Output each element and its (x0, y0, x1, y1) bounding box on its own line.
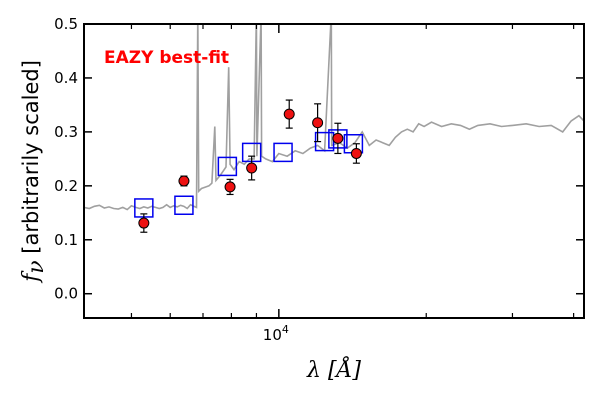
model-flux-marker (273, 142, 293, 163)
y-tick-label: 0.4 (54, 69, 78, 87)
y-axis-label: fν [arbitrarily scaled] (19, 60, 49, 284)
x-tick-exponent: 4 (282, 323, 289, 336)
observed-flux-point (138, 217, 150, 229)
observed-flux-point (312, 117, 324, 129)
y-tick-label: 0.3 (54, 123, 78, 141)
x-axis-label: λ [Å] (306, 355, 361, 383)
photometry-layer (134, 99, 364, 233)
observed-flux-point (178, 175, 190, 187)
x-axis-text: [Å] (321, 355, 361, 383)
x-tick-base: 10 (263, 326, 282, 344)
y-tick-label: 0.2 (54, 177, 78, 195)
template-spectrum-layer (84, 24, 584, 211)
y-tick-label: 0.1 (54, 231, 78, 249)
y-axis-text: [arbitrarily scaled] (19, 60, 43, 260)
x-tick-label: 104 (263, 323, 289, 344)
observed-flux-point (246, 162, 258, 174)
model-flux-marker (217, 156, 238, 177)
observed-flux-point (332, 132, 344, 144)
template-spectrum-line (84, 24, 584, 211)
observed-flux-point (283, 108, 295, 120)
axis-ticks: 0.0 0.1 0.2 0.3 0.4 0.5 104 (54, 15, 584, 344)
y-tick-label: 0.5 (54, 15, 78, 33)
annotation-label: EAZY best-fit (104, 48, 229, 68)
y-axis-subscript: ν (24, 260, 49, 273)
model-flux-marker (174, 195, 194, 216)
y-tick-label: 0.0 (54, 285, 78, 303)
plot-frame (83, 23, 585, 319)
observed-flux-point (224, 181, 236, 193)
observed-flux-point (350, 147, 362, 159)
x-axis-symbol: λ (306, 358, 321, 383)
